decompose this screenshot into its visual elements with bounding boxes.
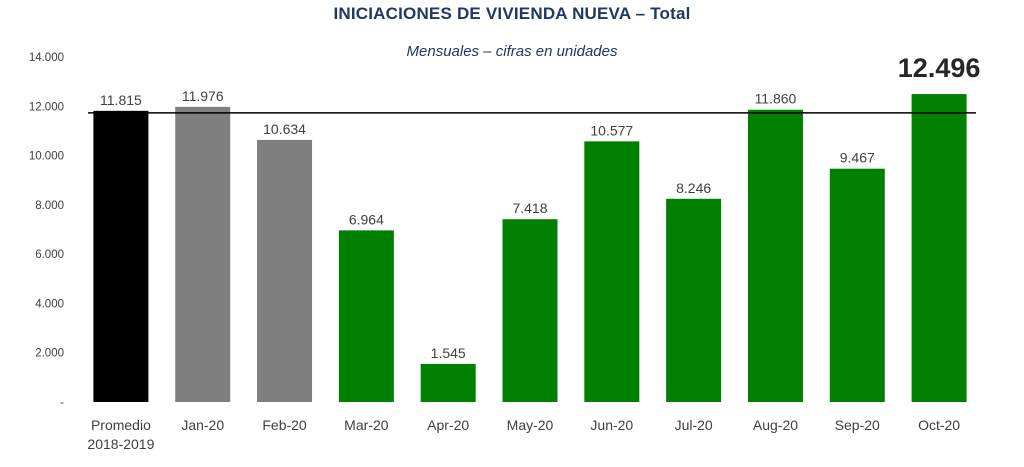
chart-title: INICIACIONES DE VIVIENDA NUEVA – Total [0, 4, 1024, 24]
data-label: 12.496 [898, 53, 981, 83]
data-label: 9.467 [840, 150, 875, 166]
y-tick-label: 8.000 [35, 200, 64, 212]
chart-title-main: INICIACIONES DE VIVIENDA NUEVA [333, 4, 631, 23]
x-tick-label: Jul-20 [675, 417, 713, 433]
chart-title-emphasis: Total [650, 4, 691, 23]
data-label: 1.545 [431, 345, 466, 361]
bar [502, 219, 558, 402]
data-label: 6.964 [349, 211, 384, 227]
x-tick-label: Aug-20 [753, 417, 798, 433]
data-label: 11.860 [755, 91, 797, 107]
x-tick-label: Jun-20 [590, 417, 633, 433]
data-label: 10.577 [590, 122, 633, 138]
bar [257, 139, 313, 402]
bar [747, 109, 803, 402]
x-tick-label: Feb-20 [262, 417, 307, 433]
x-tick-label: Sep-20 [835, 417, 880, 433]
y-tick-label: 14.000 [29, 52, 64, 64]
chart-subtitle: Mensuales – cifras en unidades [406, 43, 618, 60]
bar [829, 168, 885, 402]
x-tick-label: Oct-20 [918, 417, 960, 433]
x-tick-label: Promedio [91, 417, 151, 433]
data-label: 8.246 [676, 180, 711, 196]
y-tick-label: 12.000 [29, 101, 64, 113]
y-tick-label: 6.000 [35, 249, 64, 261]
data-label: 11.976 [182, 88, 224, 104]
x-tick-label: 2018-2019 [87, 436, 154, 452]
x-tick-label: Jan-20 [181, 417, 224, 433]
y-tick-label: 2.000 [35, 348, 64, 360]
bar [93, 110, 149, 403]
data-label: 7.418 [512, 200, 547, 216]
chart-title-dash: – [630, 4, 651, 23]
bar [911, 94, 967, 402]
bar [175, 106, 231, 403]
y-tick-label: 10.000 [29, 151, 64, 163]
x-tick-label: May-20 [507, 417, 554, 433]
x-tick-label: Mar-20 [344, 417, 389, 433]
bar [666, 198, 722, 402]
y-tick-label: 4.000 [35, 298, 64, 310]
data-label: 11.815 [100, 92, 142, 108]
bar [338, 230, 394, 402]
x-tick-label: Apr-20 [427, 417, 469, 433]
bar [420, 363, 476, 402]
bar [584, 141, 640, 403]
y-tick-label: - [60, 397, 64, 409]
data-label: 10.634 [263, 121, 306, 137]
